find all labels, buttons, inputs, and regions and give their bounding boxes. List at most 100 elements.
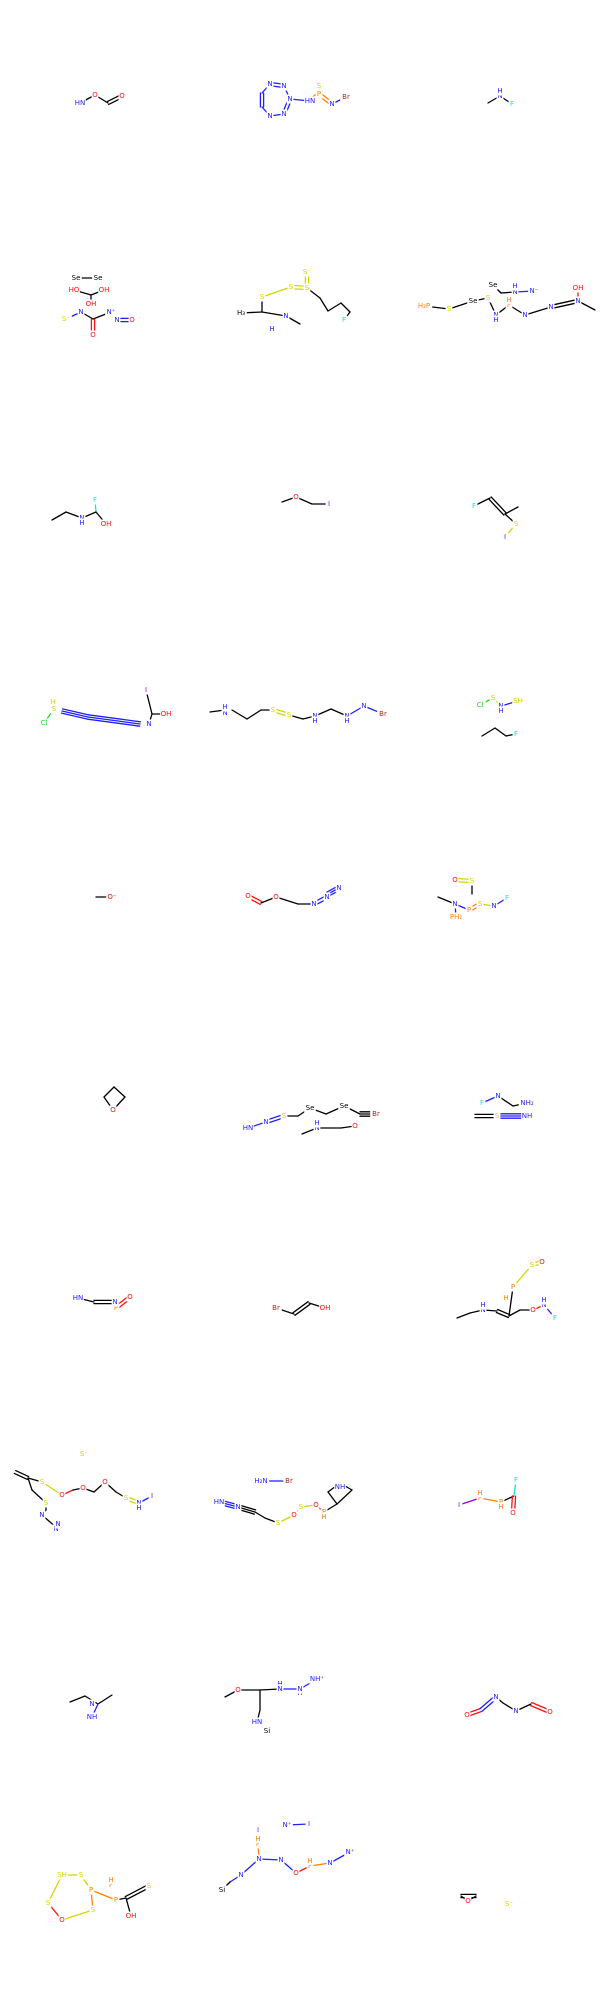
molecule-cell: N NH (0, 1600, 200, 1800)
molecule-cell: NHF (400, 0, 600, 200)
atom-label: N (327, 1859, 332, 1867)
molecule-cell: N N N N N HN P S N Br (200, 0, 400, 200)
atom-label: H (480, 1301, 485, 1309)
atom-label: F (93, 496, 97, 504)
bond (114, 1087, 125, 1097)
atom-label: OH (126, 1912, 137, 1920)
atom-label: Br (379, 710, 387, 718)
atom-label: S (317, 82, 322, 90)
atom-label: O (235, 1686, 241, 1694)
atom-label: S (276, 1519, 281, 1527)
atom-label: I (328, 500, 330, 508)
bond (328, 303, 341, 311)
atom-label: N (361, 702, 366, 710)
atom-label: I (504, 533, 506, 541)
atom-label: N (78, 308, 83, 316)
molecule-cell: ONNO (400, 1600, 600, 1800)
molecule-cell: FSI (400, 400, 600, 600)
atom-label: NH (87, 1713, 98, 1721)
atom-label: H (498, 1503, 503, 1511)
atom-label: O (80, 1484, 86, 1492)
bond (320, 298, 328, 311)
atom-label: S (40, 1478, 45, 1486)
atom-label: H (503, 1294, 508, 1302)
molecule-cell: HN O O (0, 0, 200, 200)
atom-label: S (289, 283, 294, 291)
molecule-cell: O (0, 1000, 200, 1200)
atom-label: F (480, 1099, 484, 1107)
mol-3-structure: NHF (400, 0, 600, 200)
atom-label: N⁻ (530, 287, 539, 295)
atom-label: H (541, 1296, 546, 1304)
molecule-cell: Se N H N⁻ H₂P S Se S N H P H N N N OH (400, 200, 600, 400)
atom-label: H (321, 1513, 326, 1521)
atom-label: OH (86, 300, 97, 308)
atom-label: H (79, 519, 84, 527)
atom-label: N (491, 902, 496, 910)
atom-label: Se (94, 274, 103, 282)
atom-label: O (510, 1509, 516, 1517)
bond (495, 728, 506, 736)
atom-label: Br (285, 1477, 293, 1485)
atom-label: O (293, 493, 299, 501)
bond (247, 710, 261, 719)
bond (232, 710, 247, 719)
atom-label: N (277, 1685, 282, 1693)
mol-18-structure: FNNH₂S NH (400, 1000, 600, 1200)
atom-label: O⁻ (107, 893, 117, 901)
molecule-cell: O⁻ (0, 800, 200, 1000)
atom-label: S (514, 520, 519, 528)
molecule-cell: Se Se HO OH OH S⁻ N N⁺ O N O (0, 200, 200, 400)
atom-label: N (329, 100, 334, 108)
molecule-cell: SH S P S O S P H P S OH (0, 1800, 200, 2000)
bond (328, 1492, 337, 1504)
atom-label: H (222, 703, 227, 711)
molecule-cell: F N NH₂ S NH (400, 1000, 600, 1200)
atom-label: N (267, 80, 272, 88)
mol-11-structure: NH SS NHNHNBr (200, 600, 400, 800)
atom-label: N (336, 884, 341, 892)
atom-label: N (263, 1118, 268, 1126)
atom-label: I (257, 1826, 259, 1834)
atom-label: S (46, 1899, 51, 1907)
bond (509, 1310, 520, 1316)
bond (482, 728, 495, 736)
molecule-cell: N⁺IIPHNNOPHNN⁺SNSi (200, 1800, 400, 2000)
atom-label: NH₂ (520, 1099, 534, 1107)
atom-label: HN (73, 1294, 84, 1302)
atom-label: S (282, 1112, 287, 1120)
atom-label: O (59, 1491, 65, 1499)
mol-27-structure: ONN O (400, 1600, 600, 1800)
atom-label: S (271, 706, 276, 714)
atom-label: N (89, 1700, 94, 1708)
bond (255, 1512, 265, 1518)
atom-label: F (514, 730, 518, 738)
bond (337, 1490, 352, 1504)
atom-label: O (547, 1708, 553, 1716)
mol-13-structure: O⁻ (0, 800, 200, 1000)
mol-24-structure: IPHPHFO (400, 1400, 600, 1600)
atom-label: S⁻ (62, 315, 70, 323)
atom-label: S (470, 877, 475, 885)
atom-label: H (269, 325, 274, 333)
atom-label: O (452, 876, 458, 884)
atom-label: S (260, 293, 265, 301)
atom-label: H (497, 87, 502, 95)
atom-label: S (491, 694, 496, 702)
atom-label: Se (72, 274, 81, 282)
atom-label: S (147, 1882, 152, 1890)
mol-16-structure: O (0, 1000, 200, 1200)
bond (104, 1087, 114, 1097)
atom-label: Br (372, 1110, 380, 1118)
atom-label: O (92, 91, 98, 99)
mol-8-structure: OI (200, 400, 400, 600)
mol-7-structure: NHFOH (0, 400, 200, 600)
atom-label: F (342, 316, 346, 324)
atom-label: N (112, 1298, 117, 1306)
mol-30-structure: O S⁻ (400, 1800, 600, 2000)
molecule-cell: HN P O N (0, 1200, 200, 1400)
atom-label: S (495, 1112, 500, 1120)
molecule-cell: S⁻ S O O O S N H I N N⁺ S N (0, 1400, 200, 1600)
